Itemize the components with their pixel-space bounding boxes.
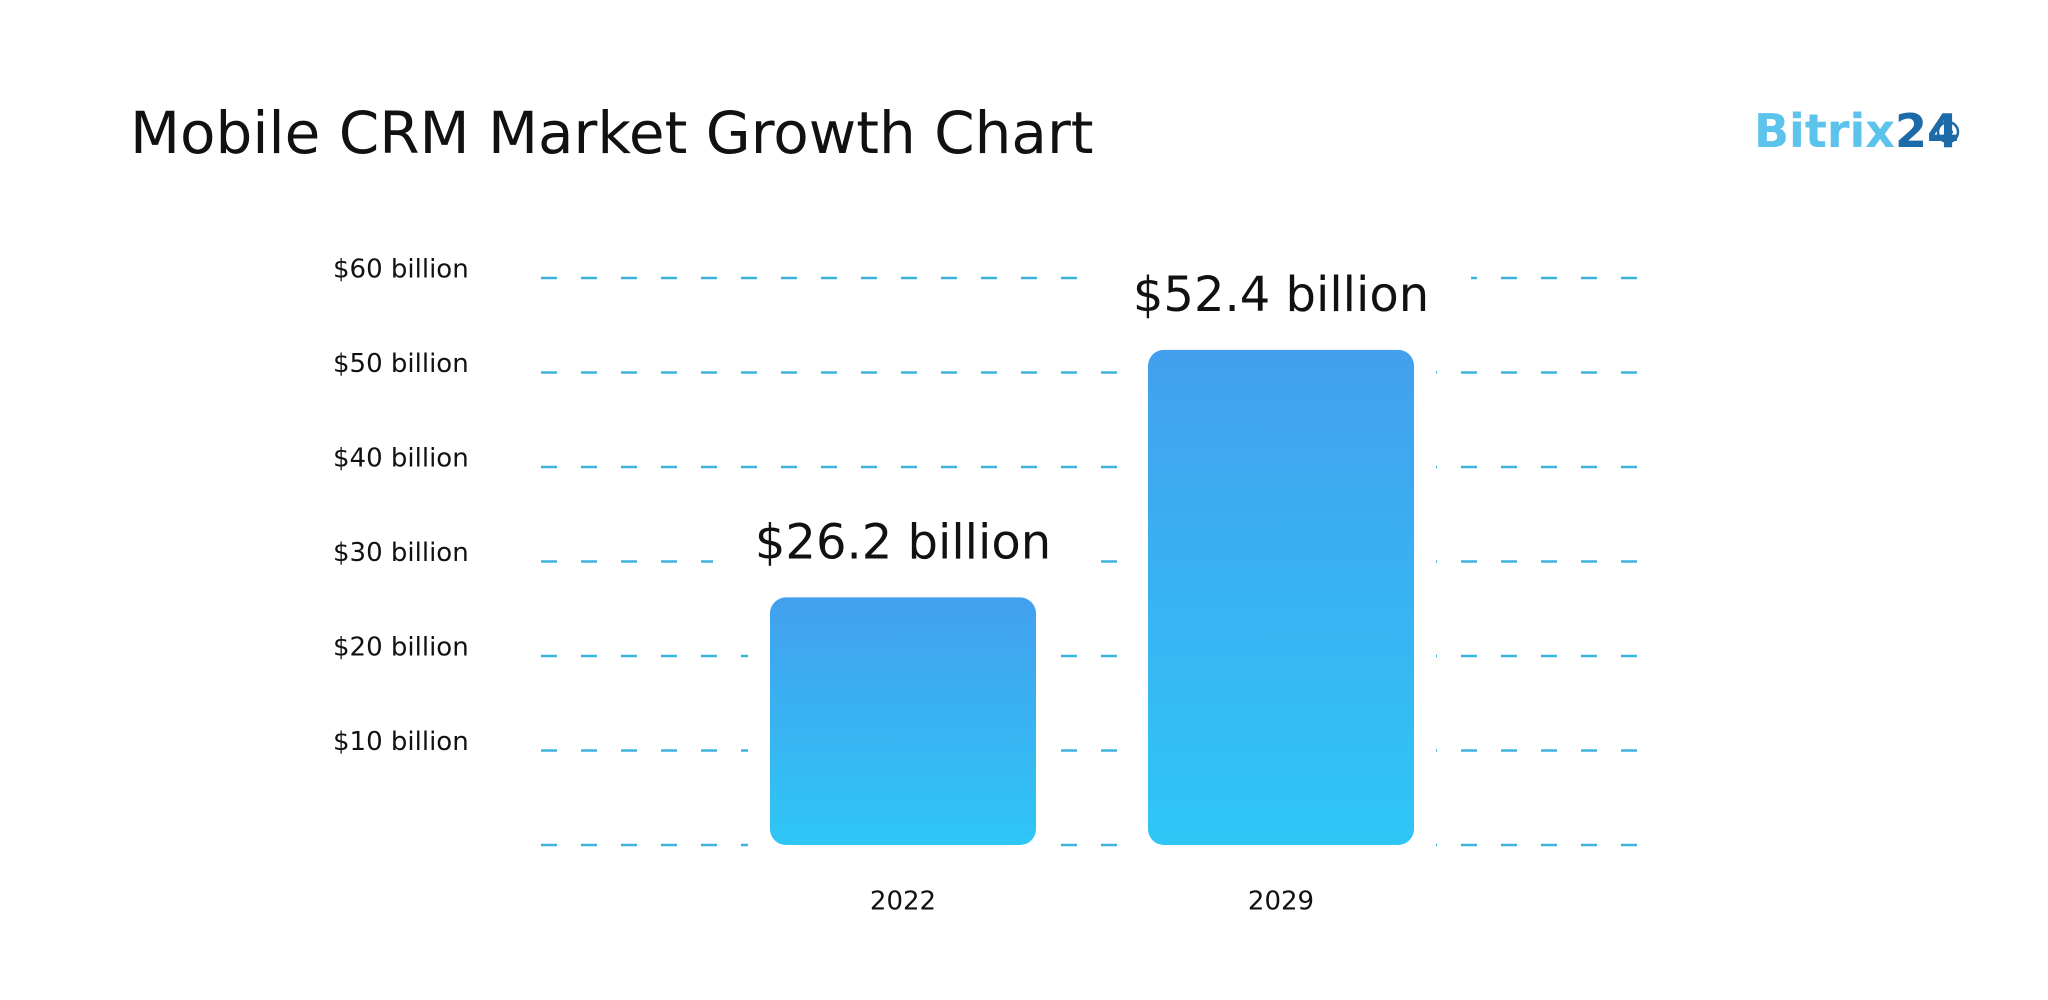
bar bbox=[1148, 349, 1414, 845]
value-label: $52.4 billion bbox=[1133, 267, 1429, 323]
y-tick-label: $40 billion bbox=[333, 444, 469, 474]
y-tick-label: $10 billion bbox=[333, 727, 469, 757]
y-tick-label: $50 billion bbox=[333, 349, 469, 379]
y-tick-label: $60 billion bbox=[333, 255, 469, 285]
value-label-bg bbox=[713, 507, 1093, 578]
x-tick-label: 2029 bbox=[1248, 887, 1314, 917]
y-tick-label: $30 billion bbox=[333, 538, 469, 568]
logo-number: 24 bbox=[1895, 104, 1959, 158]
logo: Bitrix24 bbox=[1754, 104, 1959, 158]
value-label-bg bbox=[1091, 259, 1471, 330]
bar bbox=[770, 597, 1036, 845]
value-label: $26.2 billion bbox=[755, 514, 1051, 570]
x-tick-label: 2022 bbox=[870, 887, 936, 917]
chart-title: Mobile CRM Market Growth Chart bbox=[130, 99, 1094, 167]
y-tick-label: $20 billion bbox=[333, 633, 469, 663]
logo-clock bbox=[1936, 120, 1960, 144]
logo-word: Bitrix bbox=[1754, 104, 1895, 158]
